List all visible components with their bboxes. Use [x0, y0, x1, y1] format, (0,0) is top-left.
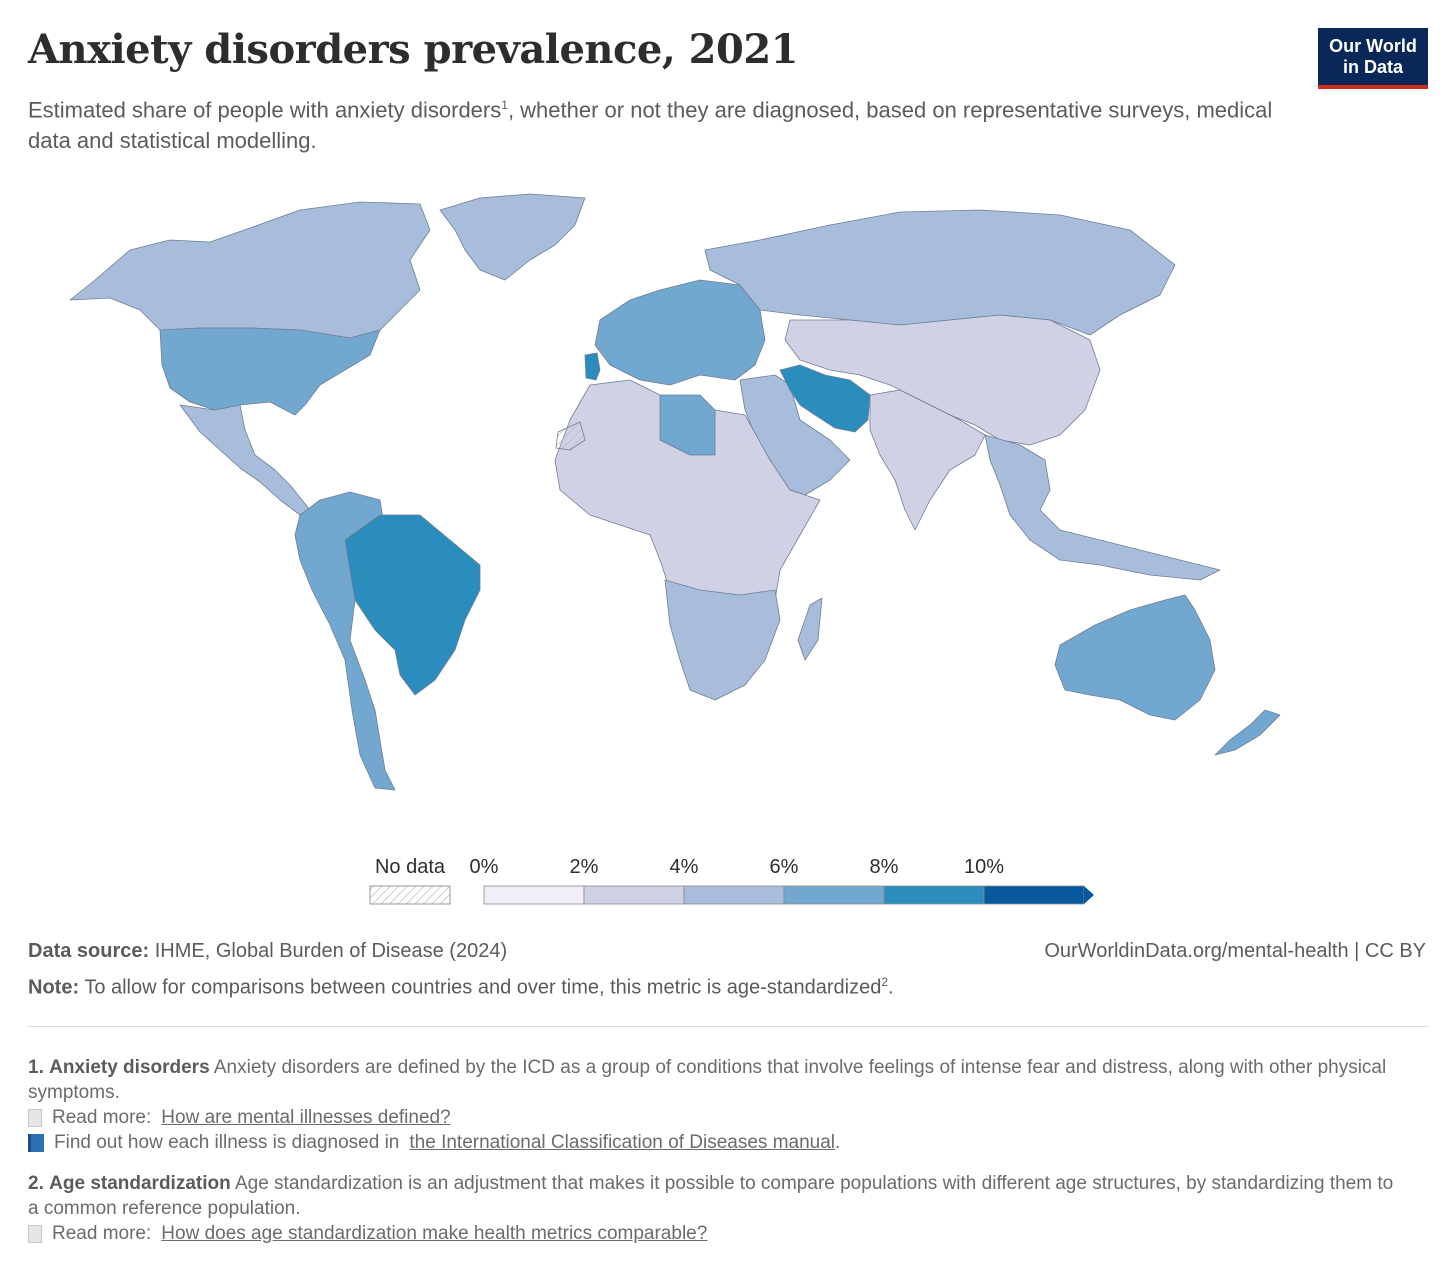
link-icd-manual[interactable]: the International Classification of Dise…	[409, 1132, 836, 1153]
legend-tick-label: 2%	[570, 856, 599, 878]
legend-bin-5[interactable]	[983, 885, 1085, 905]
legend-bin-0[interactable]	[483, 885, 585, 905]
region-iran[interactable]	[779, 364, 871, 433]
region-india-south-asia[interactable]	[869, 389, 986, 531]
footnote-1-body: 1. Anxiety disorders Anxiety disorders a…	[28, 1055, 1408, 1105]
region-greenland[interactable]	[439, 193, 586, 281]
color-legend: No data 0% 2% 4% 6% 8% 10%	[369, 856, 1094, 905]
document-icon	[28, 1108, 42, 1127]
footnote-2-number: 2.	[28, 1173, 44, 1194]
icd-prefix: Find out how each illness is diagnosed i…	[54, 1132, 400, 1153]
legend-no-data-swatch[interactable]	[369, 885, 451, 905]
note: Note: To allow for comparisons between c…	[28, 975, 894, 1000]
subtitle-text: Estimated share of people with anxiety d…	[28, 97, 502, 123]
region-southern-africa[interactable]	[664, 579, 781, 701]
footnote-ref-1[interactable]: 1	[501, 98, 508, 112]
read-more-prefix: Read more:	[52, 1107, 152, 1128]
footnote-2-term: Age standardization	[49, 1173, 231, 1194]
subtitle-text-rest: , whether or not they are diagnosed, bas…	[28, 97, 1273, 154]
legend-tick-label: 10%	[964, 856, 1004, 878]
region-central-asia-china[interactable]	[784, 314, 1101, 446]
region-southeast-asia[interactable]	[984, 434, 1221, 581]
book-icon	[28, 1133, 44, 1152]
legend-tick-label: 4%	[670, 856, 699, 878]
footnote-2-text: Age standardization is an adjustment tha…	[28, 1173, 1394, 1219]
region-portugal[interactable]	[584, 352, 601, 381]
footnote-2-body: 2. Age standardization Age standardizati…	[28, 1171, 1408, 1221]
region-europe[interactable]	[594, 279, 766, 386]
region-new-zealand[interactable]	[1214, 709, 1281, 756]
footnote-1-read-more: Read more: How are mental illnesses defin…	[28, 1105, 1408, 1130]
note-text: To allow for comparisons between countri…	[84, 976, 882, 999]
legend-ticks: 0% 2% 4% 6% 8% 10%	[470, 856, 1005, 878]
footnote-1-number: 1.	[28, 1057, 44, 1078]
region-mexico-central-america[interactable]	[179, 404, 311, 516]
footnote-1-icd: Find out how each illness is diagnosed i…	[28, 1130, 1408, 1155]
legend-tick-label: 6%	[770, 856, 799, 878]
region-brazil[interactable]	[344, 514, 481, 696]
data-source: Data source: IHME, Global Burden of Dise…	[28, 940, 507, 963]
logo-line-2: in Data	[1342, 57, 1403, 77]
document-icon	[28, 1224, 42, 1243]
legend-bins	[483, 885, 1085, 905]
region-australia[interactable]	[1054, 594, 1216, 721]
footnote-ref-2[interactable]: 2	[881, 975, 889, 989]
footnote-2-read-more: Read more: How does age standardization m…	[28, 1221, 1408, 1246]
legend-arrow	[1084, 886, 1094, 904]
source-label: Data source:	[28, 940, 150, 962]
legend-no-data-label: No data	[375, 856, 446, 878]
legend-bin-1[interactable]	[583, 885, 685, 905]
chart-title: Anxiety disorders prevalence, 2021	[28, 26, 799, 73]
icd-suffix: .	[835, 1132, 841, 1153]
legend-bin-2[interactable]	[683, 885, 785, 905]
footer-divider	[28, 1026, 1428, 1027]
owid-url-link[interactable]: OurWorldinData.org/mental-health | CC BY	[1044, 940, 1426, 962]
region-north-america[interactable]	[69, 201, 431, 339]
footnote-1: 1. Anxiety disorders Anxiety disorders a…	[28, 1055, 1408, 1155]
footnote-1-text: Anxiety disorders are defined by the ICD…	[28, 1057, 1387, 1103]
legend-tick-label: 8%	[870, 856, 899, 878]
region-united-states[interactable]	[159, 327, 381, 416]
chart-subtitle: Estimated share of people with anxiety d…	[28, 90, 1288, 156]
region-south-america[interactable]	[294, 491, 396, 791]
region-russia[interactable]	[704, 209, 1176, 336]
note-end: .	[888, 976, 894, 999]
read-more-prefix: Read more:	[52, 1223, 152, 1244]
legend-bin-4[interactable]	[883, 885, 985, 905]
note-label: Note:	[28, 976, 80, 999]
region-madagascar[interactable]	[797, 597, 823, 661]
footnote-2: 2. Age standardization Age standardizati…	[28, 1171, 1408, 1246]
region-western-sahara[interactable]	[555, 421, 586, 451]
source-text: IHME, Global Burden of Disease (2024)	[154, 940, 508, 962]
logo-accent-bar	[1318, 85, 1428, 89]
legend-tick-label: 0%	[470, 856, 499, 878]
link-mental-illnesses-defined[interactable]: How are mental illnesses defined?	[161, 1107, 451, 1128]
footnote-1-term: Anxiety disorders	[49, 1057, 210, 1078]
logo-line-1: Our World	[1329, 36, 1417, 56]
owid-logo[interactable]: Our World in Data	[1318, 28, 1428, 89]
legend-bin-3[interactable]	[783, 885, 885, 905]
link-age-standardization[interactable]: How does age standardization make health…	[161, 1223, 708, 1244]
world-map[interactable]	[0, 170, 1456, 820]
region-africa[interactable]	[554, 379, 821, 616]
